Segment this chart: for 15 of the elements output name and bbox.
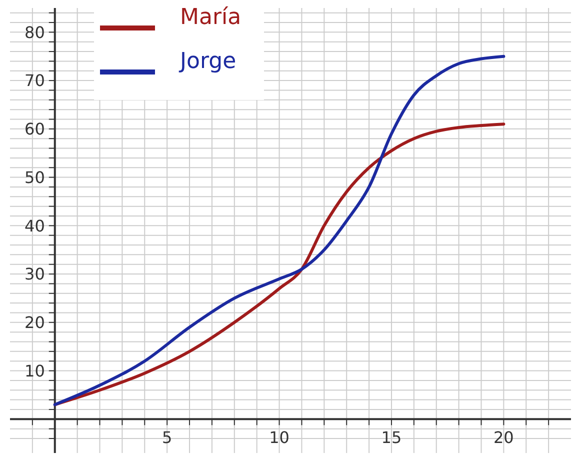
y-tick-label: 20 (24, 313, 45, 332)
y-tick-label: 70 (24, 71, 45, 90)
x-tick-label: 20 (494, 428, 514, 448)
legend-label: Jorge (178, 49, 236, 74)
legend-label: María (180, 5, 242, 30)
y-tick-label: 10 (24, 361, 45, 380)
y-tick-label: 60 (24, 120, 45, 139)
line-series (53, 122, 506, 406)
x-tick-label: 10 (269, 428, 290, 448)
x-tick-label: 15 (381, 428, 402, 448)
y-tick-label: 80 (24, 22, 45, 42)
x-tick-label: 5 (162, 428, 172, 448)
y-tick-label: 40 (24, 216, 45, 236)
y-tick-label: 50 (24, 168, 45, 187)
y-tick-label: 30 (24, 264, 45, 284)
